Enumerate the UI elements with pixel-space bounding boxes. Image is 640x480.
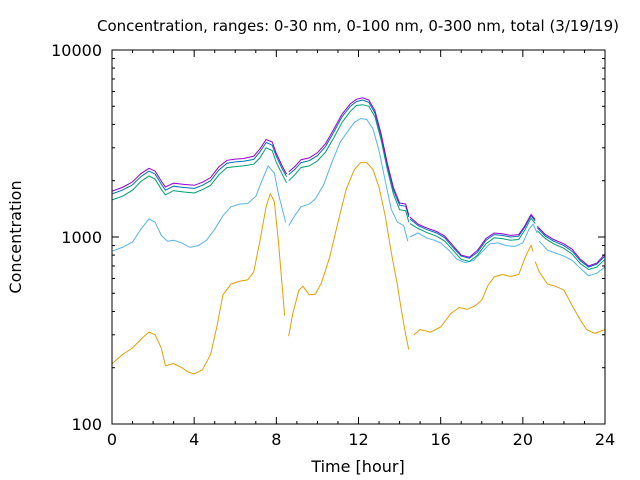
series-3-line-segment-3 xyxy=(409,217,536,263)
y-axis-label: Concentration xyxy=(6,180,25,293)
x-tick-label: 4 xyxy=(189,430,199,449)
series-4-line-segment-2 xyxy=(288,99,410,218)
series-5-line-segment-4 xyxy=(536,226,606,267)
series-4-line-segment-4 xyxy=(536,227,606,268)
x-tick-label: 12 xyxy=(348,430,368,449)
series-3-line-segment-1 xyxy=(111,147,288,201)
x-axis-label: Time [hour] xyxy=(310,457,404,476)
x-axis-ticks: 0 4 8 12 16 20 24 xyxy=(107,50,615,449)
series-1-line-segment-4 xyxy=(534,261,606,334)
series-2-line-segment-4 xyxy=(538,240,606,277)
series-5-line-segment-3 xyxy=(409,213,536,258)
y-axis-ticks: 100 1000 10000 xyxy=(51,41,605,434)
x-tick-label: 16 xyxy=(430,430,450,449)
x-tick-label: 20 xyxy=(513,430,533,449)
series-2-line-segment-1 xyxy=(111,164,287,252)
series-5-line-segment-1 xyxy=(111,138,288,192)
y-tick-label: 100 xyxy=(71,415,102,434)
plot-frame xyxy=(111,49,606,425)
y-tick-label: 10000 xyxy=(51,41,102,60)
y-tick-label: 1000 xyxy=(61,228,102,247)
series-4-line-segment-3 xyxy=(409,214,536,259)
series-4-line-segment-1 xyxy=(111,141,288,195)
series-1-line-segment-2 xyxy=(288,162,410,350)
x-tick-label: 8 xyxy=(271,430,281,449)
series-1-line-segment-3 xyxy=(413,244,534,336)
series-5-line-segment-2 xyxy=(288,97,410,216)
series-1-line-segment-1 xyxy=(111,192,286,375)
x-tick-label: 0 xyxy=(107,430,117,449)
series-2-line-segment-3 xyxy=(409,223,538,264)
x-tick-label: 24 xyxy=(595,430,615,449)
chart-title: Concentration, ranges: 0-30 nm, 0-100 nm… xyxy=(97,17,619,35)
series-2-line-segment-2 xyxy=(288,117,409,242)
series-3-line-segment-4 xyxy=(536,230,606,271)
series-layer xyxy=(111,97,606,375)
series-3-line-segment-2 xyxy=(288,104,410,223)
